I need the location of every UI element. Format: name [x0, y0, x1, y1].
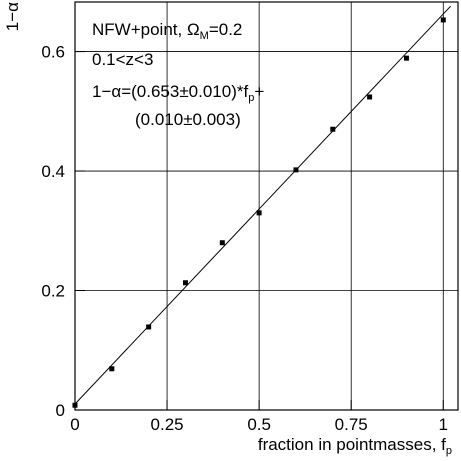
fit-line: [74, 5, 451, 405]
annotation-text: NFW+point, Ω: [92, 20, 200, 39]
data-point: [219, 240, 225, 246]
x-tick-label: 0.5: [247, 415, 271, 434]
annotation: NFW+point, ΩM=0.2: [92, 20, 242, 42]
x-tick-label: 1: [439, 415, 448, 434]
y-axis-label: 1−α: [3, 2, 22, 31]
data-point: [109, 366, 115, 372]
x-tick-label: 0: [70, 415, 79, 434]
x-axis-label: fraction in pointmasses, fp: [258, 435, 452, 457]
data-point: [256, 210, 262, 216]
data-point: [182, 280, 188, 286]
data-point: [146, 324, 152, 330]
data-point: [330, 126, 336, 132]
y-tick-label: 0.2: [41, 282, 65, 301]
annotation: 0.1<z<3: [92, 50, 153, 69]
x-tick-label: 0.25: [151, 415, 184, 434]
annotation-text: =0.2: [209, 20, 243, 39]
y-tick-label: 0: [56, 401, 65, 420]
annotation: (0.010±0.003): [135, 110, 241, 129]
annotation-subscript: p: [248, 92, 254, 104]
x-tick-label: 0.75: [335, 415, 368, 434]
annotation: 1−α=(0.653±0.010)*fp+: [92, 82, 264, 104]
y-tick-label: 0.6: [41, 43, 65, 62]
data-point: [403, 55, 409, 61]
x-axis-label-text: fraction in pointmasses, f: [258, 435, 446, 454]
data-point: [367, 94, 373, 100]
data-point: [72, 402, 78, 408]
plot-frame: [74, 1, 459, 411]
y-tick-label: 0.4: [41, 162, 65, 181]
annotation-text: 1−α=(0.653±0.010)*f: [92, 82, 248, 101]
data-point: [440, 17, 446, 23]
x-axis-label-subscript: p: [446, 445, 452, 457]
annotation-subscript: M: [200, 30, 209, 42]
